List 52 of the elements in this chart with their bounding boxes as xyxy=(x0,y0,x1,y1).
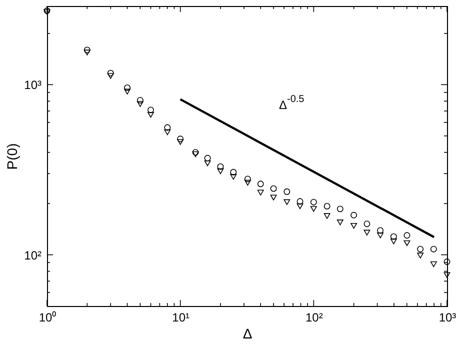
point xyxy=(404,240,410,246)
point xyxy=(296,198,304,205)
point xyxy=(430,246,437,252)
point xyxy=(124,88,131,94)
point xyxy=(177,139,184,145)
point xyxy=(217,163,224,170)
point xyxy=(417,246,424,252)
point xyxy=(336,206,344,212)
x-tick-label: 10³ xyxy=(438,310,456,324)
point xyxy=(136,97,144,104)
point xyxy=(257,180,264,188)
point xyxy=(296,203,304,210)
point xyxy=(204,154,211,162)
point xyxy=(230,174,237,180)
point xyxy=(136,101,144,107)
x-axis-title: Δ xyxy=(242,326,252,342)
point xyxy=(377,227,384,234)
point xyxy=(336,220,344,226)
point xyxy=(390,233,397,240)
point xyxy=(324,213,330,219)
point xyxy=(377,232,384,238)
point xyxy=(444,272,450,278)
point xyxy=(417,252,424,258)
point xyxy=(444,258,450,265)
point xyxy=(164,124,171,131)
point xyxy=(124,84,131,91)
point xyxy=(350,222,358,229)
x-tick-label: 10¹ xyxy=(172,310,190,324)
point xyxy=(230,168,237,176)
point xyxy=(364,230,370,236)
point xyxy=(204,160,211,166)
y-axis-title: P(0) xyxy=(4,143,20,170)
point xyxy=(270,194,277,200)
point xyxy=(324,202,330,210)
point xyxy=(364,220,370,228)
point xyxy=(244,180,251,186)
point xyxy=(350,212,358,218)
point xyxy=(404,232,410,239)
point xyxy=(244,176,251,182)
point xyxy=(430,261,437,268)
point xyxy=(284,199,290,205)
point xyxy=(164,129,171,136)
point xyxy=(257,190,264,196)
point xyxy=(310,198,317,206)
x-tick-label: 10⁰ xyxy=(38,310,56,324)
point xyxy=(284,188,290,195)
point xyxy=(177,136,184,142)
point xyxy=(310,206,317,212)
point xyxy=(390,238,397,244)
point xyxy=(270,185,277,192)
point xyxy=(217,168,224,174)
x-tick-label: 10² xyxy=(305,310,323,324)
